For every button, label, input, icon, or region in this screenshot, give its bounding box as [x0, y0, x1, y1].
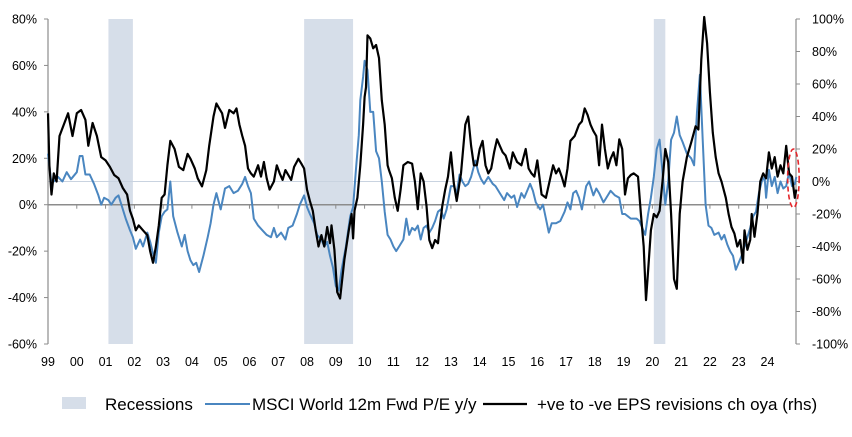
x-tick-label: 12 [415, 355, 429, 369]
right-tick-label: -100% [812, 338, 848, 352]
x-tick-label: 00 [70, 355, 84, 369]
right-tick-label: 80% [812, 45, 837, 59]
right-tick-label: -40% [812, 240, 841, 254]
x-tick-label: 11 [387, 355, 400, 369]
x-tick-label: 08 [300, 355, 314, 369]
left-tick-label: 0% [19, 198, 37, 212]
series-line-eps-revisions [48, 17, 796, 300]
right-tick-label: -60% [812, 273, 841, 287]
legend-label-pe: MSCI World 12m Fwd P/E y/y [252, 395, 477, 414]
left-tick-label: -40% [8, 291, 37, 305]
left-tick-label: 20% [12, 152, 37, 166]
x-tick-label: 99 [41, 355, 55, 369]
left-tick-label: -60% [8, 338, 37, 352]
left-y-axis: 80% 60% 40% 20% 0% -20% -40% -60% [8, 13, 48, 352]
x-tick-label: 20 [645, 355, 659, 369]
x-tick-label: 17 [559, 355, 573, 369]
x-tick-label: 06 [243, 355, 257, 369]
x-tick-label: 14 [473, 355, 487, 369]
x-tick-label: 01 [99, 355, 113, 369]
x-tick-label: 04 [185, 355, 199, 369]
legend: Recessions MSCI World 12m Fwd P/E y/y +v… [62, 395, 817, 414]
x-tick-label: 18 [588, 355, 602, 369]
x-tick-label: 02 [127, 355, 141, 369]
x-tick-label: 24 [761, 355, 775, 369]
left-tick-label: 80% [12, 13, 37, 27]
x-tick-label: 10 [358, 355, 372, 369]
right-tick-label: 60% [812, 78, 837, 92]
right-tick-label: -80% [812, 305, 841, 319]
x-tick-label: 23 [732, 355, 746, 369]
legend-swatch-recessions [62, 397, 86, 409]
right-tick-label: -20% [812, 208, 841, 222]
x-tick-label: 03 [156, 355, 170, 369]
right-tick-label: 20% [812, 143, 837, 157]
legend-label-recessions: Recessions [105, 395, 193, 414]
left-tick-label: -20% [8, 245, 37, 259]
x-tick-label: 16 [530, 355, 544, 369]
x-tick-label: 15 [502, 355, 516, 369]
series-layer [48, 17, 796, 300]
x-tick-label: 22 [703, 355, 717, 369]
right-tick-label: 100% [812, 13, 844, 27]
right-tick-label: 0% [812, 175, 830, 189]
legend-label-eps-revisions: +ve to -ve EPS revisions ch oya (rhs) [537, 395, 817, 414]
left-tick-label: 60% [12, 59, 37, 73]
x-tick-label: 13 [444, 355, 458, 369]
x-tick-label: 09 [329, 355, 343, 369]
right-tick-label: 40% [812, 110, 837, 124]
x-tick-label: 21 [674, 355, 688, 369]
x-tick-label: 19 [617, 355, 631, 369]
x-tick-label: 07 [271, 355, 285, 369]
left-tick-label: 40% [12, 105, 37, 119]
right-y-axis: 100% 80% 60% 40% 20% 0% -20% -40% -60% -80% -100% [796, 13, 848, 352]
x-tick-label: 05 [214, 355, 228, 369]
